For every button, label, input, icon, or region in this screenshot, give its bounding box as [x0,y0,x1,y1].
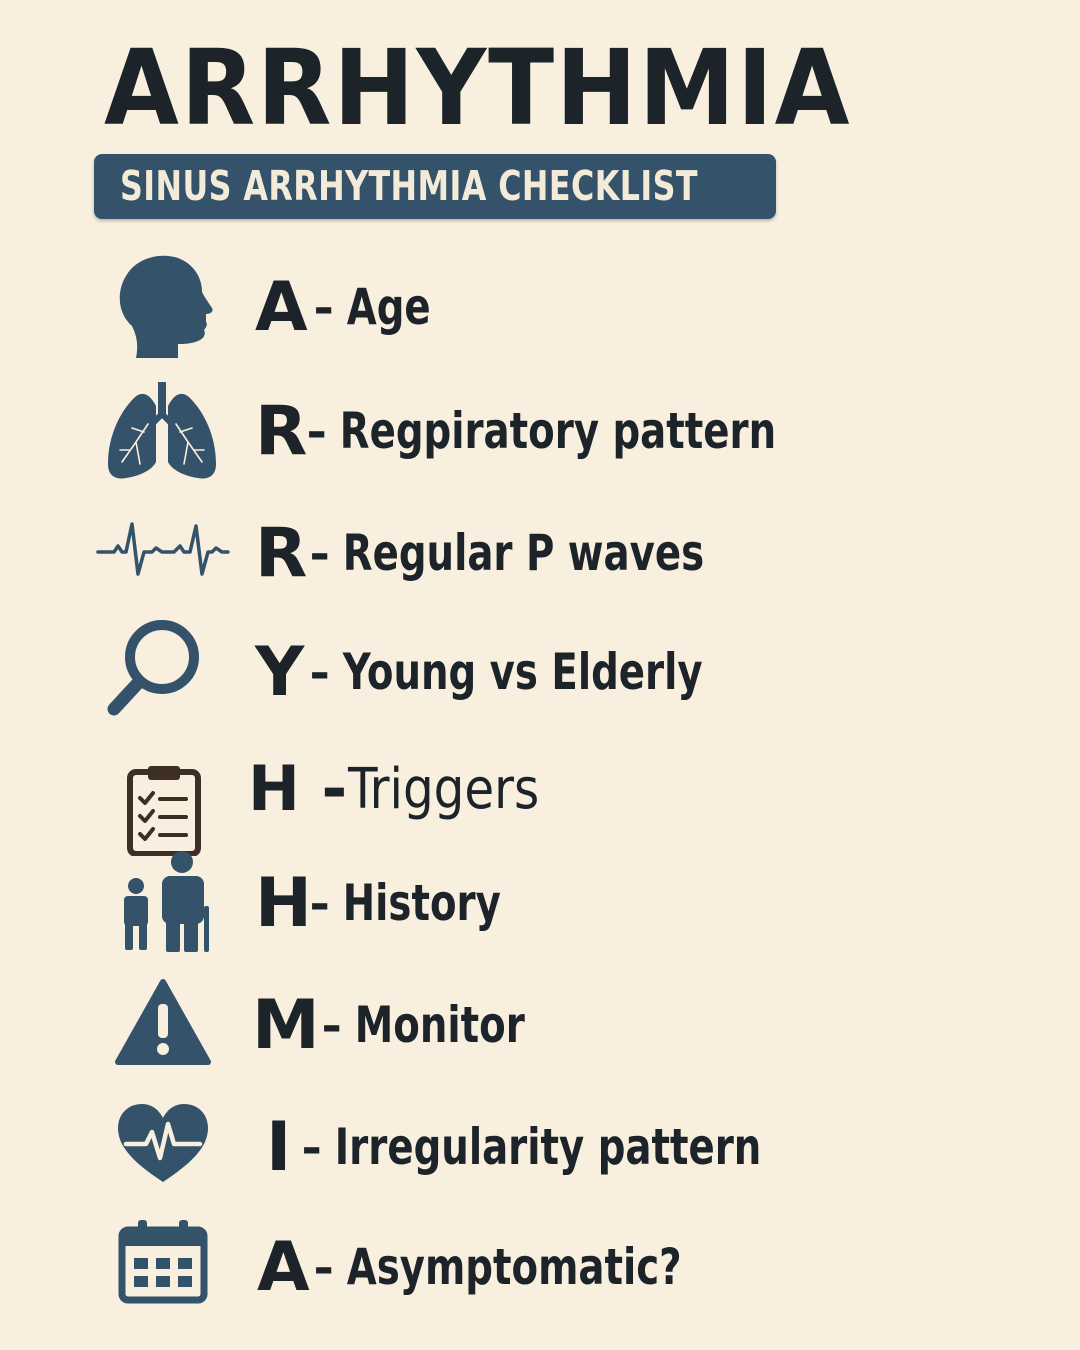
heart-pulse-icon [118,1104,208,1182]
item-letter: Y [255,633,305,712]
item-label: – Age [314,278,431,336]
item-letter: M [252,986,320,1065]
checklist-item-asymptomatic: A – Asymptomatic? [0,1212,1080,1322]
warning-triangle-icon [115,979,211,1065]
item-label: – Regpiratory pattern [307,402,777,460]
item-label: – Asymptomatic? [314,1238,682,1296]
magnifying-glass-icon [107,620,199,716]
calendar-icon [118,1220,208,1304]
checklist-item-monitor: M – Monitor [0,970,1080,1080]
head-profile-icon [119,255,213,358]
page-title: ARRHYTHMIA [104,27,852,149]
checklist-item-young-vs-elderly: Y – Young vs Elderly [0,615,1080,725]
item-label: – History [310,874,501,932]
item-label: – Monitor [322,996,525,1054]
item-label: – Irregularity pattern [302,1118,762,1176]
checklist-item-irregularity: I – Irregularity pattern [0,1092,1080,1202]
checklist-item-triggers: H - Triggers [0,740,1080,856]
item-letter: R [255,514,308,593]
item-letter: R [255,392,308,471]
checklist-item-respiratory: R – Regpiratory pattern [0,378,1080,488]
child-and-elderly-icon [124,851,209,952]
checklist-item-history: H – History [0,848,1080,958]
item-label: – Young vs Elderly [310,643,703,701]
ecg-waveform-icon [96,522,230,576]
clipboard-checklist-icon [127,766,201,856]
item-letter: H [255,864,312,943]
subtitle-banner: SINUS ARRHYTHMIA CHECKLIST [94,154,776,219]
item-letter: H - [248,752,348,825]
item-label: Triggers [348,757,540,822]
checklist-item-p-waves: R – Regular P waves [0,500,1080,610]
item-letter: I [266,1108,292,1187]
item-label: – Regular P waves [310,524,705,582]
subtitle: SINUS ARRHYTHMIA CHECKLIST [120,162,698,210]
checklist-item-age: A – Age [0,250,1080,360]
item-letter: A [257,1228,310,1307]
item-letter: A [255,268,308,347]
lungs-icon [108,382,216,479]
